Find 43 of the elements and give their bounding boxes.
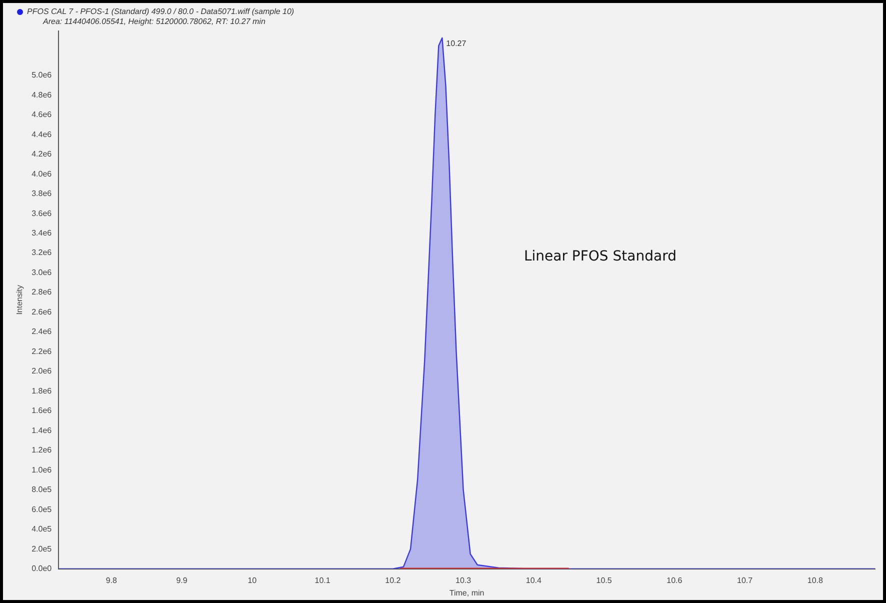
x-tick-label: 9.8: [106, 576, 118, 585]
y-tick-label: 2.4e6: [32, 327, 52, 336]
y-axis-title: Intensity: [15, 285, 24, 315]
x-axis-title: Time, min: [449, 588, 484, 598]
y-tick-label: 1.0e6: [32, 465, 52, 474]
annotation: Linear PFOS Standard: [524, 248, 676, 265]
y-tick-label: 4.4e6: [32, 130, 52, 139]
y-tick-label: 1.8e6: [32, 386, 52, 396]
y-tick-label: 5.0e6: [32, 70, 52, 80]
y-tick-label: 4.6e6: [32, 110, 52, 120]
y-tick-label: 8.0e5: [32, 485, 52, 494]
x-tick-label: 10.1: [314, 576, 331, 585]
y-tick-label: 2.6e6: [32, 307, 52, 316]
y-tick-label: 2.8e6: [32, 288, 52, 297]
y-tick-label: 1.2e6: [32, 446, 52, 455]
x-tick-label: 10.3: [456, 576, 472, 585]
y-tick-label: 6.0e5: [32, 504, 52, 514]
y-tick-label: 2.0e5: [32, 544, 52, 554]
y-tick-label: 4.2e6: [32, 150, 52, 159]
x-tick-label: 10.5: [596, 576, 612, 585]
x-tick-label: 10.4: [526, 576, 542, 585]
chart-title: PFOS CAL 7 - PFOS-1 (Standard) 499.0 / 80.0 - Data5071.wiff (sample 10): [27, 7, 294, 16]
y-tick-label: 4.0e6: [32, 169, 52, 178]
x-tick-label: 10.8: [807, 576, 824, 585]
y-tick-label: 1.6e6: [32, 406, 52, 416]
x-tick-label: 9.9: [176, 576, 188, 585]
y-tick-label: 3.0e6: [32, 268, 52, 277]
annotation: 10.27: [446, 39, 467, 48]
x-tick-label: 10.2: [385, 576, 402, 585]
chart-subtitle: Area: 11440406.05541, Height: 5120000.78062, RT: 10.27 min: [43, 17, 266, 26]
x-tick-label: 10.6: [666, 576, 683, 585]
y-tick-label: 2.0e6: [32, 366, 52, 376]
y-tick-label: 3.4e6: [32, 228, 52, 238]
y-tick-label: 4.0e5: [32, 524, 52, 534]
y-tick-label: 3.8e6: [32, 189, 52, 198]
y-tick-label: 3.2e6: [32, 248, 52, 258]
y-tick-label: 1.4e6: [32, 426, 52, 435]
x-tick-label: 10.7: [737, 576, 754, 585]
y-tick-label: 3.6e6: [32, 208, 52, 218]
y-tick-label: 4.8e6: [32, 90, 52, 100]
y-tick-label: 0.0e0: [32, 564, 52, 574]
x-tick-label: 10: [248, 576, 258, 585]
y-tick-label: 2.2e6: [32, 346, 52, 356]
